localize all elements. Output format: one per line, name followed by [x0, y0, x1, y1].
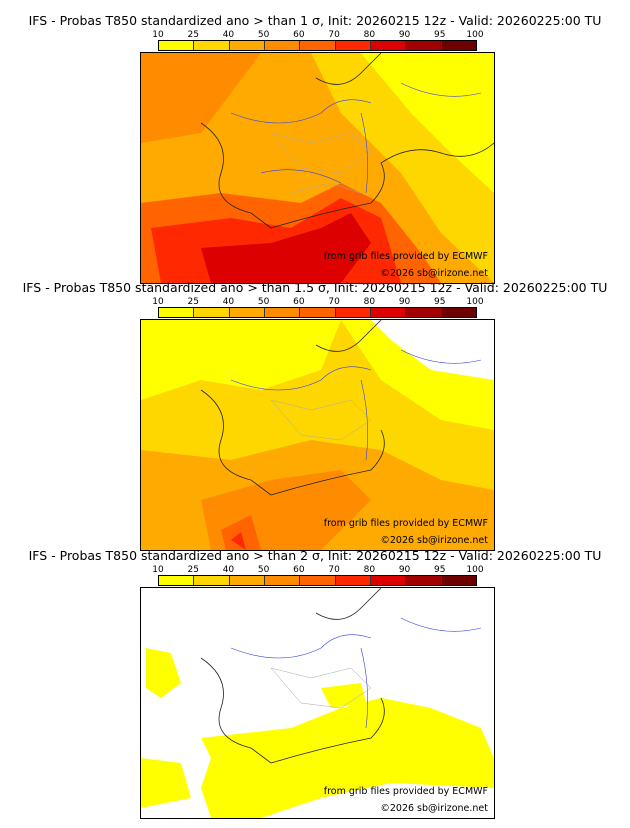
colorbar-tick-label: 25: [187, 565, 199, 575]
colorbar-segment: [370, 576, 407, 585]
colorbar-tick-label: 10: [152, 565, 164, 575]
colorbar-tick-label: 70: [328, 30, 340, 40]
colorbar-segment: [229, 308, 265, 317]
colorbar-tick-label: 50: [257, 297, 270, 307]
probability-map[interactable]: from grib files provided by ECMWF ©2026 …: [140, 587, 495, 819]
map-panel-2: IFS - Probas T850 standardized ano > tha…: [0, 277, 630, 551]
colorbar-segment: [300, 576, 336, 585]
colorbar-tick-label: 100: [466, 30, 484, 40]
colorbar-segment: [264, 576, 301, 585]
colorbar-segment: [406, 308, 442, 317]
map-panel-1: IFS - Probas T850 standardized ano > tha…: [0, 10, 630, 284]
colorbar-segment: [194, 576, 230, 585]
panel-title: IFS - Probas T850 standardized ano > tha…: [28, 13, 602, 28]
colorbar-ticks: 10 25 40 50 60 70 80 90 95 100: [152, 297, 483, 307]
colorbar-segment: [264, 308, 301, 317]
colorbar-ticks: 10 25 40 50 60 70 80 90 95 100: [152, 30, 483, 40]
colorbar-tick-label: 70: [328, 565, 340, 575]
colorbar-segment: [229, 41, 265, 50]
colorbar-tick-label: 90: [398, 30, 411, 40]
colorbar-tick-label: 50: [257, 565, 270, 575]
panel-title: IFS - Probas T850 standardized ano > tha…: [28, 548, 602, 563]
colorbar-tick-label: 100: [466, 565, 484, 575]
colorbar-segment: [335, 576, 371, 585]
colorbar-tick-label: 10: [152, 30, 164, 40]
colorbar-tick-label: 10: [152, 297, 164, 307]
map-layer: [141, 320, 494, 550]
colorbar-tick-label: 25: [187, 30, 199, 40]
copyright-credit: ©2026 sb@irizone.net: [380, 268, 488, 279]
colorbar-segment: [441, 308, 476, 317]
colorbar-tick-label: 60: [293, 565, 305, 575]
colorbar-tick-label: 60: [293, 297, 305, 307]
colorbar-tick-label: 90: [398, 297, 411, 307]
colorbar-segment: [159, 308, 195, 317]
colorbar-tick-label: 95: [434, 297, 446, 307]
panel-title: IFS - Probas T850 standardized ano > tha…: [22, 280, 608, 295]
map-layer: [141, 53, 494, 283]
colorbar-tick-label: 95: [434, 565, 446, 575]
colorbar-tick-label: 90: [398, 565, 411, 575]
colorbar-segment: [370, 308, 407, 317]
colorbar-segment: [370, 41, 407, 50]
colorbar-segment: [441, 41, 476, 50]
copyright-credit: ©2026 sb@irizone.net: [380, 535, 488, 546]
colorbar-segment: [441, 576, 476, 585]
colorbar-tick-label: 40: [222, 565, 235, 575]
colorbar-segment: [300, 41, 336, 50]
colorbar-tick-label: 80: [363, 565, 376, 575]
source-credit: from grib files provided by ECMWF: [323, 518, 488, 529]
map-panel-3: IFS - Probas T850 standardized ano > tha…: [0, 545, 630, 819]
colorbar-tick-label: 70: [328, 297, 340, 307]
colorbar-segment: [264, 41, 301, 50]
colorbar-tick-label: 80: [363, 30, 376, 40]
colorbar-tick-label: 25: [187, 297, 199, 307]
source-credit: from grib files provided by ECMWF: [323, 251, 488, 262]
colorbar-segment: [194, 41, 230, 50]
colorbar-segment: [159, 41, 195, 50]
colorbar-segment: [335, 41, 371, 50]
map-layer: [141, 588, 494, 818]
colorbar-tick-label: 60: [293, 30, 305, 40]
colorbar-tick-label: 50: [257, 30, 270, 40]
colorbar-segment: [159, 576, 195, 585]
colorbar-tick-label: 100: [466, 297, 484, 307]
colorbar-segment: [406, 576, 442, 585]
colorbar-segment: [335, 308, 371, 317]
probability-map[interactable]: from grib files provided by ECMWF ©2026 …: [140, 52, 495, 284]
colorbar-tick-label: 40: [222, 30, 235, 40]
colorbar-tick-label: 95: [434, 30, 446, 40]
colorbar: [158, 575, 477, 586]
probability-map[interactable]: from grib files provided by ECMWF ©2026 …: [140, 319, 495, 551]
colorbar-ticks: 10 25 40 50 60 70 80 90 95 100: [152, 565, 483, 575]
colorbar: [158, 307, 477, 318]
colorbar-segment: [229, 576, 265, 585]
copyright-credit: ©2026 sb@irizone.net: [380, 803, 488, 814]
colorbar: [158, 40, 477, 51]
colorbar-tick-label: 40: [222, 297, 235, 307]
colorbar-segment: [406, 41, 442, 50]
source-credit: from grib files provided by ECMWF: [323, 786, 488, 797]
colorbar-segment: [194, 308, 230, 317]
colorbar-tick-label: 80: [363, 297, 376, 307]
colorbar-segment: [300, 308, 336, 317]
